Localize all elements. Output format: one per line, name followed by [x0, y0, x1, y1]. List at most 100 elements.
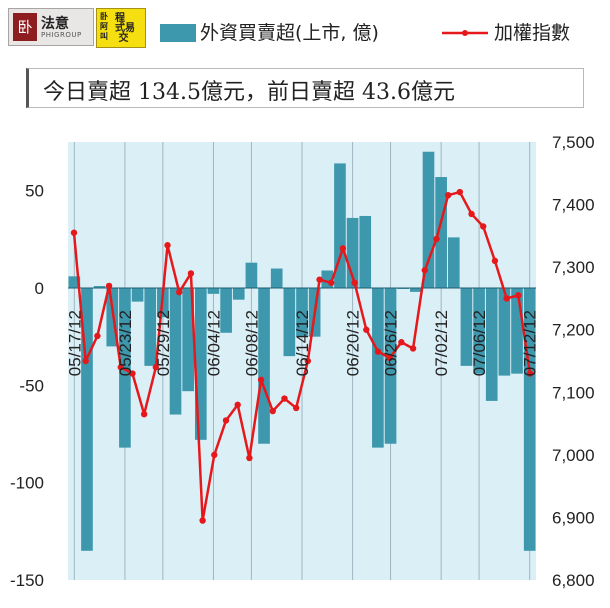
x-tick-label: 07/06/12: [470, 310, 489, 376]
legend-line-marker: [462, 30, 468, 36]
left-axis-ticks: 50 0 -50 -100 -150: [10, 182, 44, 590]
index-point: [164, 242, 171, 249]
summary-caption: 今日賣超 134.5億元，前日賣超 43.6億元: [26, 68, 584, 108]
right-tick-label: 7,300: [552, 258, 595, 277]
index-point: [304, 357, 312, 365]
x-tick-label: 07/02/12: [432, 310, 451, 376]
bar: [321, 270, 334, 288]
bar: [460, 288, 473, 366]
logo-name: 法意: [41, 16, 69, 32]
left-tick-label: 0: [35, 279, 44, 298]
bar: [232, 288, 245, 300]
bar: [270, 268, 283, 288]
legend-line-label: 加權指數: [494, 22, 570, 44]
x-tick-label: 06/04/12: [204, 310, 223, 376]
bar: [346, 217, 359, 288]
index-point: [281, 395, 288, 402]
x-tick-label: 05/23/12: [116, 310, 135, 376]
index-point: [491, 257, 499, 265]
index-point: [222, 417, 230, 424]
bar: [283, 288, 296, 357]
index-point: [503, 295, 510, 302]
bar: [258, 288, 270, 444]
index-point: [292, 404, 300, 412]
x-tick-label: 06/14/12: [293, 310, 312, 376]
bar: [523, 288, 536, 551]
bar: [511, 288, 523, 374]
x-tick-label: 05/29/12: [154, 310, 173, 376]
bar: [498, 288, 511, 376]
index-point: [444, 191, 452, 199]
bar: [169, 288, 182, 415]
index-point: [211, 451, 218, 459]
index-point: [456, 188, 464, 196]
index-point: [257, 376, 265, 383]
index-point: [328, 279, 335, 286]
index-point: [339, 245, 347, 252]
bar: [81, 288, 93, 551]
right-tick-label: 7,400: [552, 196, 595, 215]
legend-bar-swatch: [160, 24, 196, 42]
index-point: [351, 279, 358, 286]
left-tick-label: -150: [10, 571, 44, 590]
program-trading-logo: 卧阿叫 程式易 交: [96, 8, 146, 48]
index-point: [234, 401, 241, 408]
x-tick-label: 06/08/12: [242, 310, 261, 376]
logo-subtitle: PHIGROUP: [41, 31, 82, 39]
index-point: [140, 410, 148, 418]
bar: [119, 288, 131, 448]
bar: [447, 237, 460, 288]
index-point: [152, 364, 160, 371]
index-point: [515, 292, 522, 299]
index-point: [94, 332, 101, 340]
left-tick-label: -100: [10, 474, 44, 493]
index-point: [129, 370, 136, 377]
bar: [296, 288, 308, 337]
index-point: [480, 223, 487, 230]
index-point: [363, 326, 370, 333]
index-point: [269, 407, 276, 415]
index-point: [187, 270, 195, 277]
index-point: [199, 517, 206, 524]
right-tick-label: 7,100: [552, 383, 595, 402]
x-tick-label: 05/17/12: [65, 310, 84, 376]
logo2-glyph-icon: 卧阿叫: [100, 12, 108, 41]
summary-caption-text: 今日賣超 134.5億元，前日賣超 43.6億元: [43, 80, 455, 105]
index-point: [398, 339, 405, 346]
bar: [410, 288, 422, 292]
index-point: [117, 364, 124, 371]
bar: [334, 163, 346, 288]
index-point: [526, 370, 534, 377]
index-point: [409, 345, 417, 352]
line-series: [70, 188, 534, 524]
legend: 外資買賣超(上市, 億) 加權指數: [160, 22, 570, 44]
index-point: [70, 229, 78, 236]
bar: [384, 288, 397, 444]
index-point: [433, 235, 440, 243]
x-tick-label: 06/20/12: [344, 310, 363, 376]
bar: [435, 177, 447, 288]
index-point: [316, 276, 323, 283]
index-point: [105, 282, 113, 290]
bar: [68, 276, 81, 288]
bar: [194, 288, 207, 440]
bar: [372, 288, 384, 448]
x-tick-label: 07/12/12: [521, 310, 540, 376]
right-tick-label: 7,500: [552, 133, 595, 152]
right-tick-label: 7,200: [552, 321, 595, 340]
index-line: [72, 190, 532, 522]
right-tick-label: 7,000: [552, 446, 595, 465]
bar: [144, 288, 157, 366]
legend-bar-label: 外資買賣超(上市, 億): [200, 22, 379, 44]
right-tick-label: 6,900: [552, 508, 595, 527]
left-tick-label: 50: [25, 182, 44, 201]
index-point: [468, 210, 475, 218]
bar: [245, 262, 258, 288]
index-point: [246, 454, 253, 462]
index-point: [386, 354, 393, 362]
bar: [93, 286, 106, 288]
bar: [106, 288, 119, 347]
left-tick-label: -50: [19, 376, 44, 395]
bar: [422, 151, 435, 288]
